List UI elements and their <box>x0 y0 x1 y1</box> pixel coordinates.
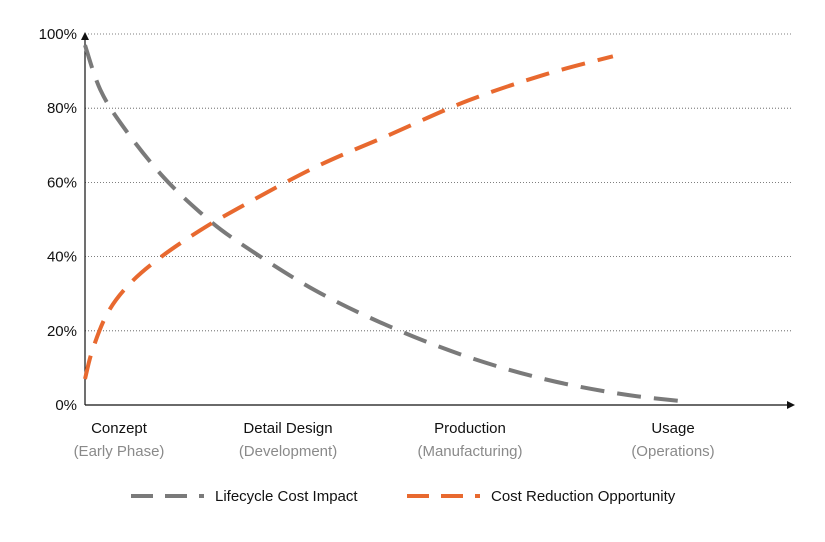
y-tick-label: 100% <box>39 26 77 43</box>
gridlines <box>85 33 793 332</box>
y-tick-label: 20% <box>47 323 77 340</box>
x-category-label: Detail Design <box>243 420 332 437</box>
x-category-sublabel: (Development) <box>239 443 337 460</box>
y-axis-arrow <box>81 32 89 40</box>
series-line-lifecycle-cost-impact <box>83 44 684 404</box>
legend: Lifecycle Cost Impact Cost Reduction Opp… <box>131 488 676 505</box>
x-category-labels: Conzept (Early Phase) Detail Design (Develo… <box>74 420 715 460</box>
series-line-cost-reduction-opportunity <box>83 54 614 380</box>
x-category-label: Usage <box>651 420 694 437</box>
y-tick-label: 0% <box>55 397 77 414</box>
y-tick-labels: 0% 20% 40% 60% 80% 100% <box>39 26 77 414</box>
x-category-sublabel: (Manufacturing) <box>417 443 522 460</box>
x-category-label: Production <box>434 420 506 437</box>
y-tick-label: 40% <box>47 249 77 266</box>
x-category-label: Conzept <box>91 420 148 437</box>
x-axis-arrow <box>787 401 795 409</box>
legend-label-cost-reduction-opportunity: Cost Reduction Opportunity <box>491 488 676 505</box>
y-tick-label: 80% <box>47 100 77 117</box>
legend-label-lifecycle-cost-impact: Lifecycle Cost Impact <box>215 488 358 505</box>
x-category-sublabel: (Early Phase) <box>74 443 165 460</box>
axes <box>81 32 795 409</box>
x-category-sublabel: (Operations) <box>631 443 714 460</box>
y-tick-label: 60% <box>47 174 77 191</box>
series <box>83 44 684 404</box>
